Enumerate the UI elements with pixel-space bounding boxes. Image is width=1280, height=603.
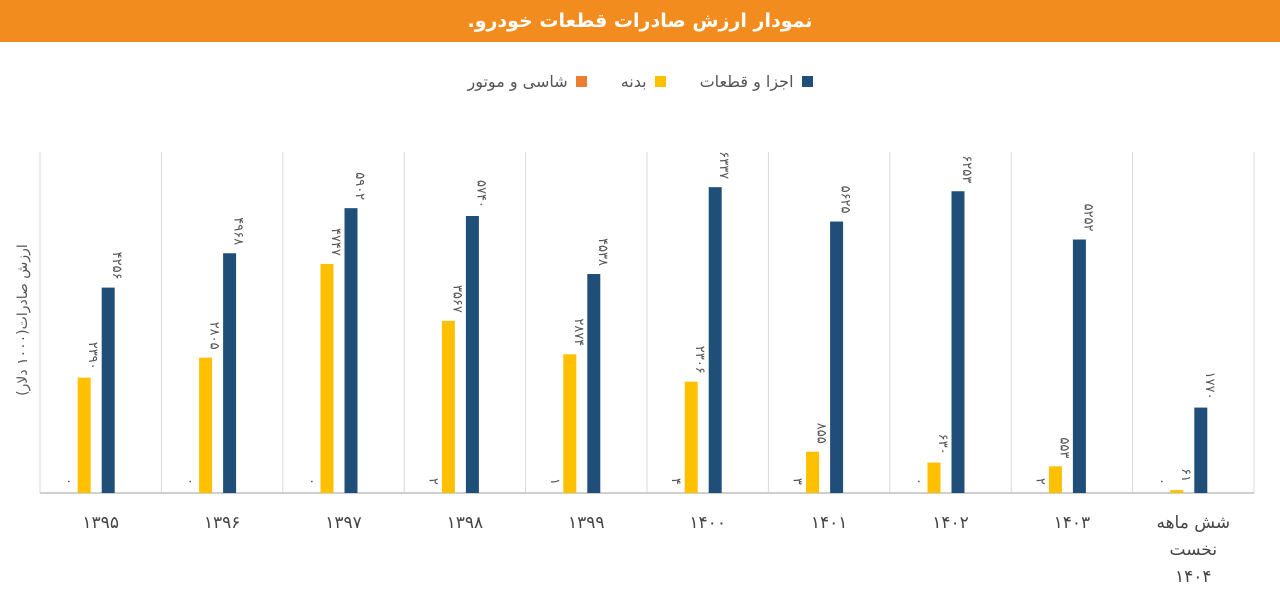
data-label: ۲۸۷۴ [571, 318, 586, 346]
data-label: ۵۷۴۰ [473, 180, 488, 208]
data-label: ۶۳۳۷ [716, 151, 731, 179]
data-label: ۳۵۶۷ [449, 285, 464, 313]
data-label: ۲ [425, 478, 440, 485]
bar [1194, 407, 1208, 493]
data-label: ۴۷۴۷ [328, 228, 343, 256]
bar [927, 462, 941, 493]
bar [199, 357, 213, 493]
x-tick-label: ۱۴۰۳ [1054, 513, 1091, 533]
x-tick-label: ۱۳۹۵ [82, 513, 119, 533]
legend-swatch-chassis [575, 76, 587, 87]
bar [806, 451, 820, 493]
bar [441, 320, 455, 493]
data-label: ۰ [1154, 478, 1169, 485]
bar [1048, 466, 1062, 493]
x-tick-label: شش ماهه [1156, 513, 1230, 533]
x-tick-label: ۱۳۹۶ [204, 513, 241, 533]
bar [465, 215, 479, 493]
data-label: ۴۵۳۸ [595, 238, 610, 266]
data-label: ۶۱ [1178, 468, 1193, 482]
bar [951, 191, 965, 493]
x-tick-label: ۱۳۹۷ [325, 513, 362, 533]
data-label: ۰ [304, 478, 319, 485]
x-tick-label: ۱۳۹۹ [568, 513, 605, 533]
data-label: ۲۳۹۰ [85, 342, 100, 370]
data-label: ۶۳۰ [935, 434, 950, 455]
bar [587, 273, 601, 493]
bar [1170, 490, 1184, 493]
x-tick-label: ۱۴۰۰ [689, 513, 726, 533]
legend-item-chassis: شاسی و موتور [467, 72, 587, 91]
bar [101, 287, 115, 493]
legend-swatch-parts [801, 76, 813, 87]
bar [563, 354, 577, 493]
data-label: ۵۵۳ [1056, 437, 1071, 458]
data-label: ۴ [668, 478, 683, 485]
x-tick-label: ۱۴۰۴ [1175, 567, 1212, 587]
data-label: ۸۵۵ [814, 423, 829, 444]
legend-label-parts: اجزا و قطعات [699, 72, 794, 91]
x-tick-label: ۱۳۹۸ [447, 513, 484, 533]
data-label: ۴۲۵۶ [109, 252, 124, 280]
legend: اجزا و قطعات بدنه شاسی و موتور [0, 72, 1280, 91]
legend-item-body: بدنه [621, 72, 666, 91]
data-label: ۰ [61, 478, 76, 485]
data-label: ۵۹۰۲ [352, 172, 367, 200]
bar [223, 253, 237, 493]
data-label: ۵۶۲۵ [838, 186, 853, 214]
data-label: ۰ [911, 478, 926, 485]
bar [344, 208, 358, 493]
x-tick-label: ۱۴۰۱ [811, 513, 848, 533]
bar [830, 221, 844, 494]
bar [320, 263, 334, 493]
title-bar: .نمودار ارزش صادرات قطعات خودرو [0, 0, 1280, 42]
data-label: ۲۳۰۶ [692, 346, 707, 374]
legend-swatch-body [654, 76, 666, 87]
data-label: ۶۲۵۳ [959, 155, 974, 183]
bar [77, 377, 91, 493]
data-label: ۱۷۷۰ [1202, 372, 1217, 400]
data-label: ۰ [183, 478, 198, 485]
bar [684, 381, 698, 493]
chart-title: .نمودار ارزش صادرات قطعات خودرو [467, 10, 813, 32]
legend-label-chassis: شاسی و موتور [467, 72, 568, 91]
bar [708, 187, 722, 493]
data-label: ۴۹۶۸ [231, 217, 246, 245]
data-label: ۲ [1032, 478, 1047, 485]
data-label: ۳ [790, 478, 805, 485]
legend-label-body: بدنه [620, 72, 647, 91]
x-tick-label: ۱۴۰۲ [932, 513, 969, 533]
data-label: ۲۸۰۵ [207, 322, 222, 350]
x-tick-label: نخست [1170, 540, 1218, 560]
legend-item-parts: اجزا و قطعات [700, 72, 813, 91]
data-label: ۵۲۵۲ [1080, 204, 1095, 232]
data-label: ۱ [547, 478, 562, 485]
bar [1072, 239, 1086, 493]
